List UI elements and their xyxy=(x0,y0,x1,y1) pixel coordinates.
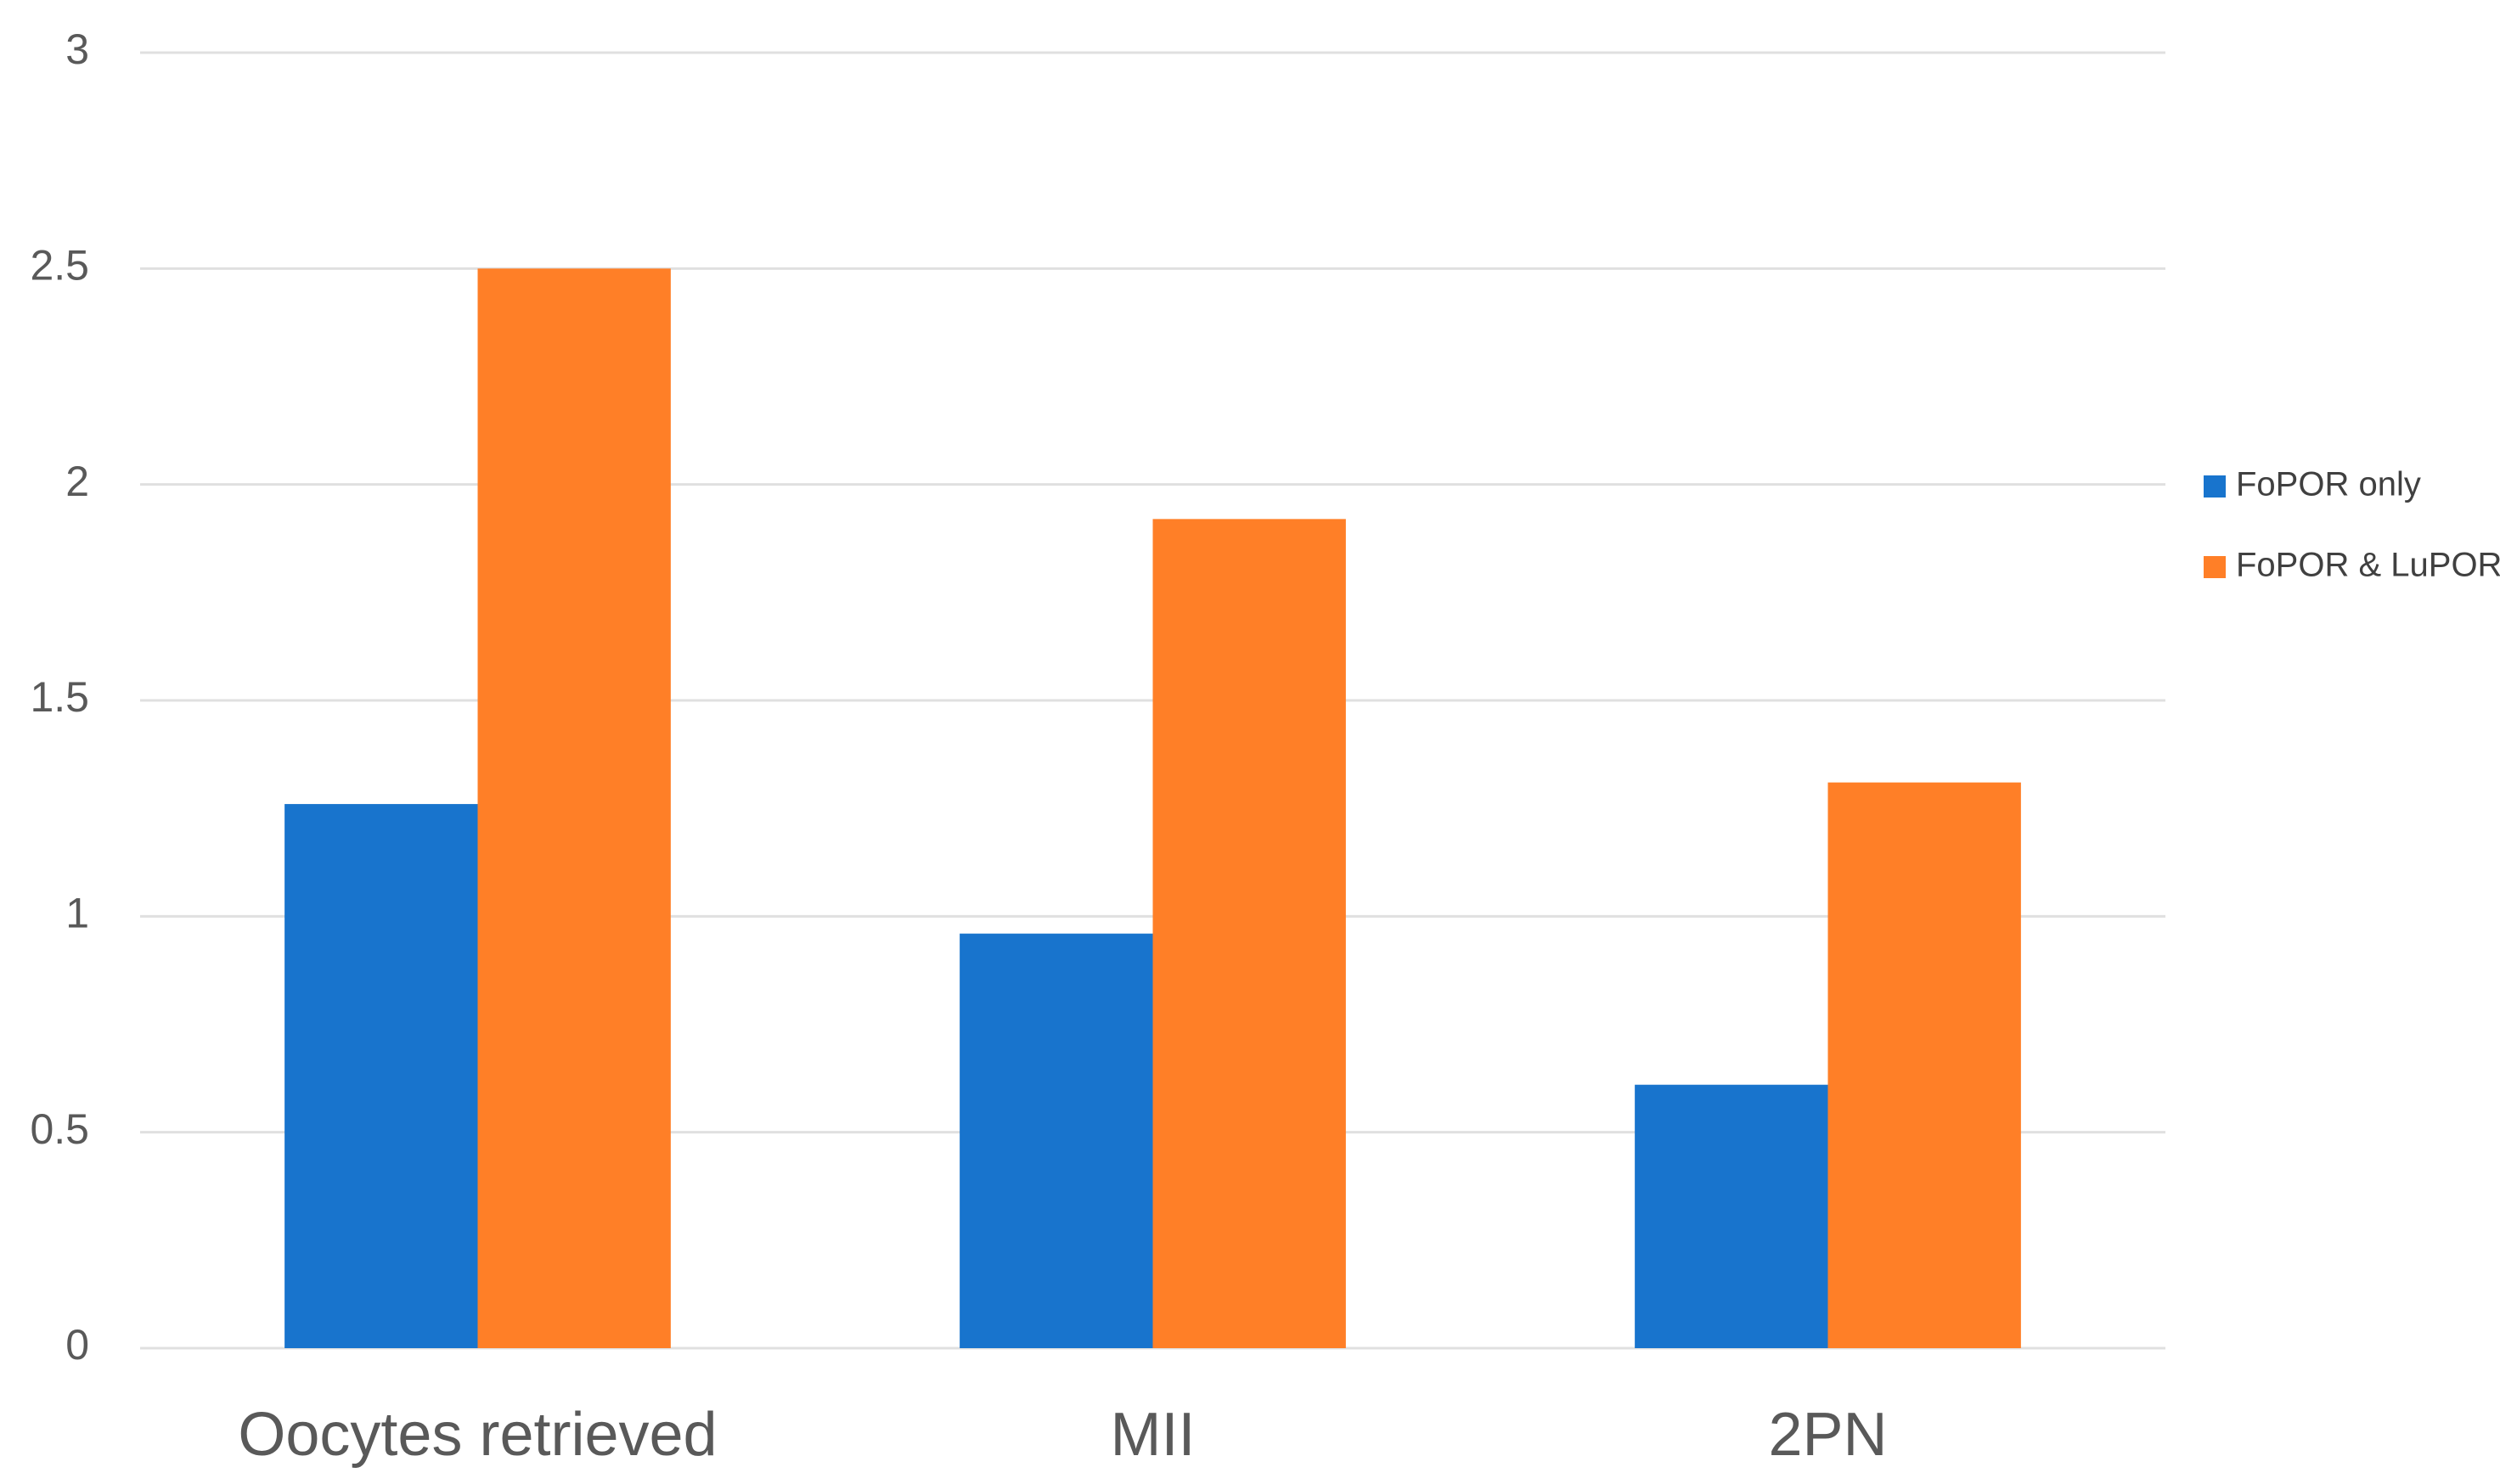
y-tick-label: 3 xyxy=(65,25,89,73)
y-tick-label: 2 xyxy=(65,458,89,505)
y-tick-label: 1.5 xyxy=(30,673,89,721)
bar xyxy=(1635,1084,1828,1348)
bar xyxy=(960,933,1153,1348)
y-tick-label: 2.5 xyxy=(30,242,89,289)
bar xyxy=(1827,782,2021,1348)
x-tick-label: Oocytes retrieved xyxy=(238,1401,717,1469)
legend-swatch xyxy=(2204,556,2226,578)
bar xyxy=(284,804,478,1348)
x-tick-label: 2PN xyxy=(1768,1401,1887,1469)
bar xyxy=(1152,519,1346,1348)
x-tick-label: MII xyxy=(1111,1401,1196,1469)
bar xyxy=(477,268,671,1348)
legend-label: FoPOR & LuPOR xyxy=(2236,547,2500,584)
legend-label: FoPOR only xyxy=(2236,466,2421,503)
y-tick-label: 0.5 xyxy=(30,1105,89,1153)
legend-swatch xyxy=(2204,475,2226,497)
y-tick-label: 0 xyxy=(65,1321,89,1369)
y-tick-label: 1 xyxy=(65,890,89,937)
